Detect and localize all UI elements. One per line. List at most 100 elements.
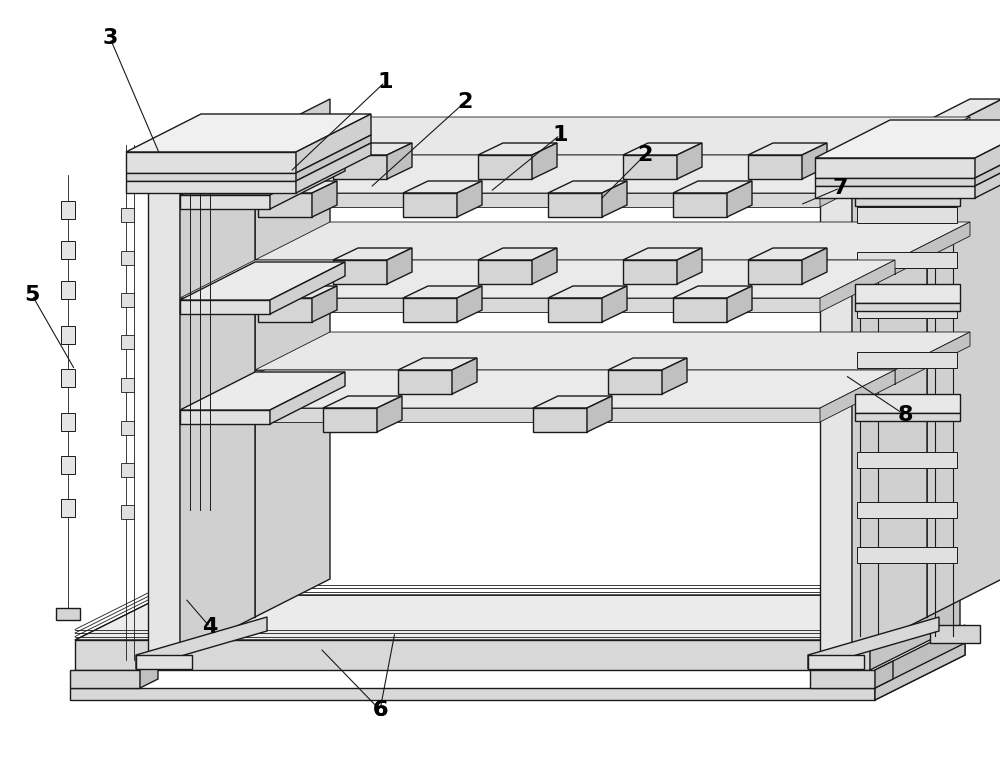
- Text: 5: 5: [24, 285, 40, 305]
- Polygon shape: [126, 152, 296, 173]
- Polygon shape: [398, 370, 452, 394]
- Polygon shape: [875, 661, 893, 688]
- Polygon shape: [852, 137, 927, 655]
- Polygon shape: [548, 286, 627, 298]
- Polygon shape: [180, 410, 270, 424]
- Polygon shape: [398, 358, 477, 370]
- Polygon shape: [255, 222, 970, 260]
- Polygon shape: [673, 286, 752, 298]
- Polygon shape: [587, 396, 612, 432]
- Polygon shape: [296, 114, 371, 173]
- Polygon shape: [403, 286, 482, 298]
- Polygon shape: [121, 505, 134, 519]
- Polygon shape: [623, 260, 677, 284]
- Polygon shape: [748, 248, 827, 260]
- Polygon shape: [61, 499, 75, 517]
- Polygon shape: [333, 143, 412, 155]
- Text: 6: 6: [372, 700, 388, 720]
- Polygon shape: [333, 248, 412, 260]
- Polygon shape: [136, 617, 267, 669]
- Polygon shape: [180, 155, 895, 193]
- Polygon shape: [857, 207, 957, 223]
- Polygon shape: [180, 262, 345, 300]
- Polygon shape: [333, 260, 387, 284]
- Polygon shape: [875, 643, 965, 700]
- Polygon shape: [855, 303, 960, 311]
- Polygon shape: [975, 120, 1000, 178]
- Text: 2: 2: [637, 145, 653, 165]
- Polygon shape: [548, 298, 602, 322]
- Polygon shape: [602, 181, 627, 217]
- Polygon shape: [121, 463, 134, 477]
- Polygon shape: [457, 286, 482, 322]
- Polygon shape: [126, 173, 296, 181]
- Polygon shape: [855, 284, 960, 303]
- Polygon shape: [727, 181, 752, 217]
- Polygon shape: [808, 617, 939, 669]
- Polygon shape: [148, 137, 255, 175]
- Polygon shape: [255, 155, 895, 169]
- Polygon shape: [180, 195, 270, 209]
- Polygon shape: [820, 155, 895, 207]
- Polygon shape: [975, 140, 1000, 186]
- Polygon shape: [602, 286, 627, 322]
- Polygon shape: [802, 248, 827, 284]
- Polygon shape: [255, 332, 970, 370]
- Polygon shape: [75, 640, 870, 670]
- Polygon shape: [855, 394, 960, 413]
- Polygon shape: [533, 408, 587, 432]
- Polygon shape: [808, 655, 864, 669]
- Text: 3: 3: [102, 28, 118, 48]
- Polygon shape: [255, 260, 895, 274]
- Text: 4: 4: [202, 617, 218, 637]
- Polygon shape: [810, 670, 875, 688]
- Polygon shape: [333, 155, 387, 179]
- Polygon shape: [258, 298, 312, 322]
- Polygon shape: [857, 302, 957, 318]
- Polygon shape: [323, 396, 402, 408]
- Polygon shape: [748, 260, 802, 284]
- Polygon shape: [820, 370, 895, 422]
- Polygon shape: [857, 502, 957, 518]
- Polygon shape: [180, 372, 345, 410]
- Polygon shape: [548, 181, 627, 193]
- Polygon shape: [857, 452, 957, 468]
- Polygon shape: [312, 181, 337, 217]
- Text: 1: 1: [377, 72, 393, 92]
- Polygon shape: [623, 248, 702, 260]
- Polygon shape: [677, 143, 702, 179]
- Polygon shape: [673, 193, 727, 217]
- Polygon shape: [623, 155, 677, 179]
- Polygon shape: [820, 175, 852, 655]
- Polygon shape: [180, 193, 820, 207]
- Polygon shape: [927, 99, 1000, 617]
- Polygon shape: [623, 143, 702, 155]
- Polygon shape: [855, 179, 960, 198]
- Text: 7: 7: [832, 178, 848, 198]
- Polygon shape: [121, 251, 134, 265]
- Polygon shape: [387, 143, 412, 179]
- Polygon shape: [121, 335, 134, 349]
- Polygon shape: [748, 155, 802, 179]
- Polygon shape: [857, 547, 957, 563]
- Polygon shape: [815, 178, 975, 186]
- Polygon shape: [126, 181, 296, 193]
- Polygon shape: [140, 661, 158, 688]
- Polygon shape: [258, 286, 337, 298]
- Polygon shape: [548, 193, 602, 217]
- Polygon shape: [662, 358, 687, 394]
- Polygon shape: [855, 198, 960, 206]
- Polygon shape: [70, 670, 140, 688]
- Polygon shape: [403, 193, 457, 217]
- Polygon shape: [312, 286, 337, 322]
- Polygon shape: [75, 595, 960, 640]
- Polygon shape: [270, 372, 345, 424]
- Polygon shape: [180, 137, 255, 655]
- Polygon shape: [61, 201, 75, 219]
- Polygon shape: [61, 241, 75, 259]
- Polygon shape: [457, 181, 482, 217]
- Polygon shape: [895, 137, 927, 617]
- Polygon shape: [895, 222, 970, 274]
- Polygon shape: [377, 396, 402, 432]
- Polygon shape: [270, 157, 345, 209]
